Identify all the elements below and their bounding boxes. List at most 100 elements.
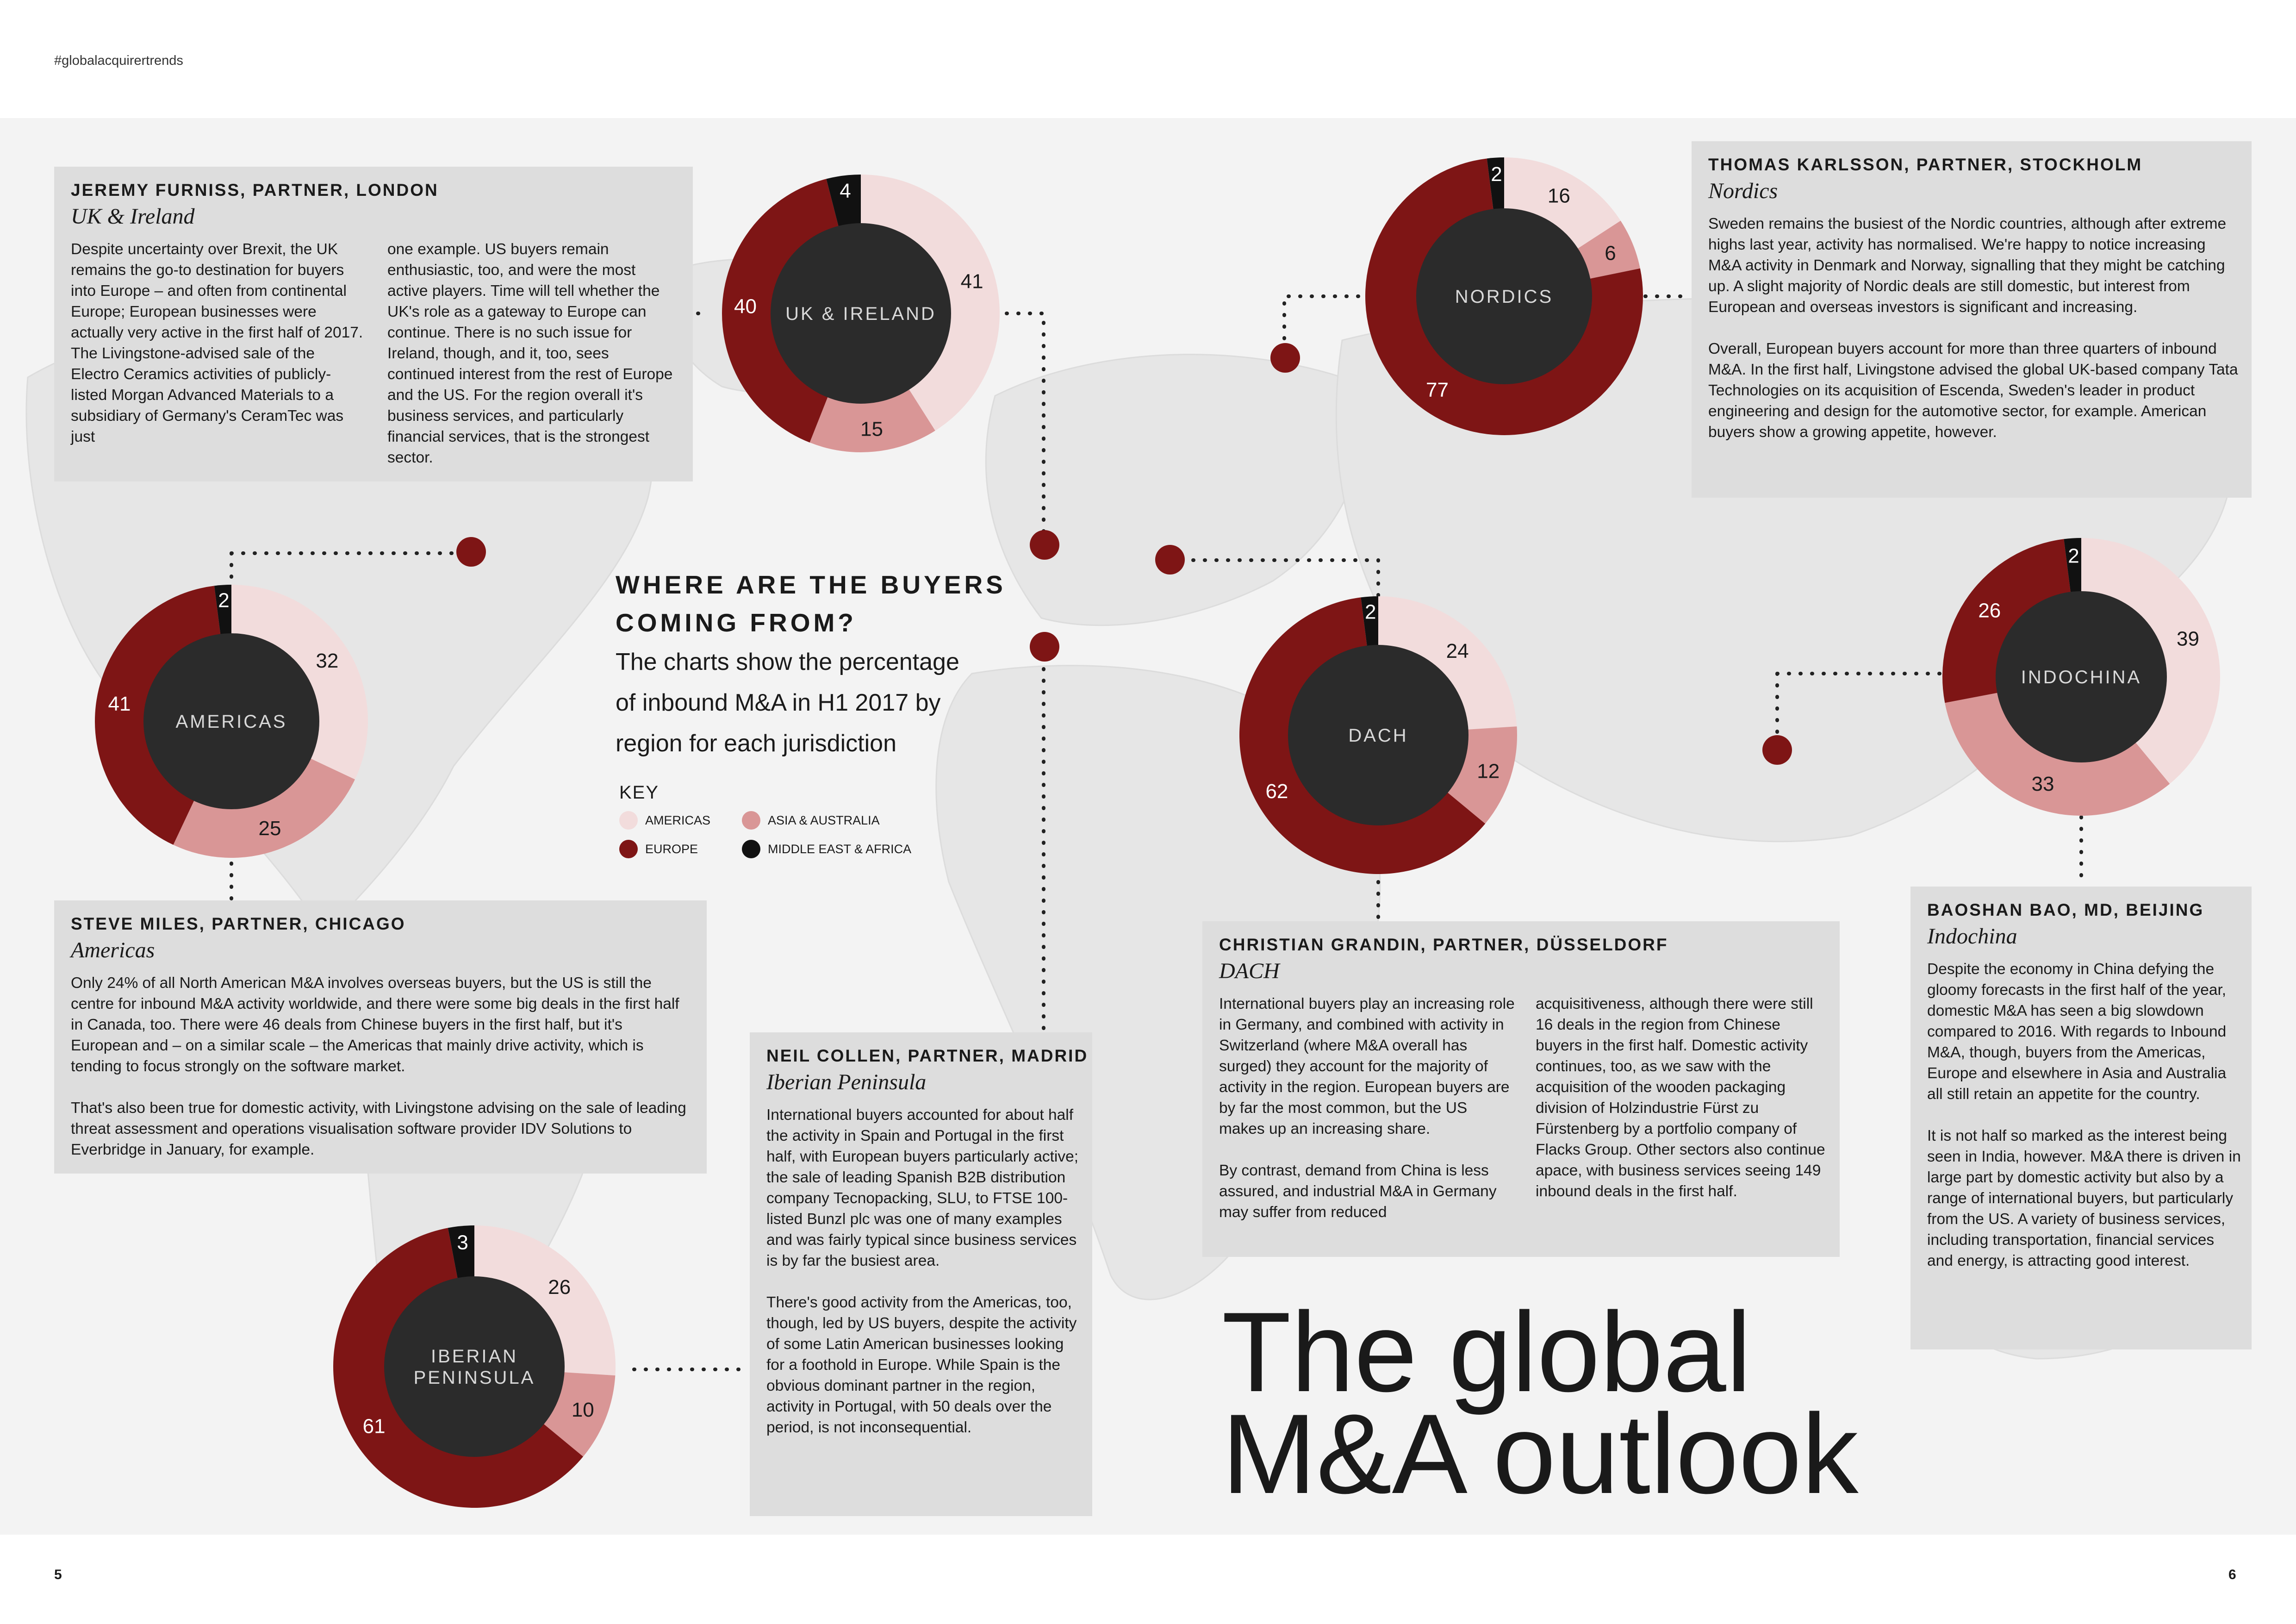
intro-subtitle-line2: of inbound M&A in H1 2017 by (616, 689, 941, 716)
region-americas: Americas (71, 938, 155, 962)
value-label-asia-australia: 10 (572, 1399, 594, 1421)
value-label-middle-east-africa: 2 (1365, 600, 1376, 623)
author-indochina: BAOSHAN BAO, MD, BEIJING (1927, 900, 2204, 919)
donut-center (1288, 645, 1468, 825)
text-uk-col1: Despite uncertainty over Brexit, the UK … (71, 241, 363, 445)
author-uk: JEREMY FURNISS, PARTNER, LONDON (71, 181, 439, 200)
value-label-americas: 41 (961, 270, 983, 293)
page-number-left: 5 (54, 1567, 62, 1582)
value-label-middle-east-africa: 2 (218, 589, 229, 612)
intro-heading-line2: COMING FROM? (616, 608, 857, 637)
value-label-europe: 61 (363, 1415, 386, 1438)
legend-item-americas: AMERICAS (619, 811, 710, 830)
marker-uk (1030, 530, 1059, 560)
intro-heading-block: WHERE ARE THE BUYERS COMING FROM? The ch… (616, 566, 1032, 764)
legend-item-europe: EUROPE (619, 840, 698, 858)
page-title-line2: M&A outlook (1222, 1390, 1859, 1517)
value-label-europe: 62 (1265, 780, 1288, 803)
box-indochina: BAOSHAN BAO, MD, BEIJING Indochina Despi… (1910, 887, 2252, 1349)
donut-center (771, 223, 951, 404)
box-uk-ireland: JEREMY FURNISS, PARTNER, LONDON UK & Ire… (54, 167, 693, 481)
region-dach: DACH (1219, 959, 1280, 983)
donut-title: DACH (1348, 725, 1408, 746)
text-americas-p2: That's also been true for domestic activ… (71, 1099, 686, 1158)
legend-label-europe: EUROPE (645, 842, 698, 856)
marker-nordics (1270, 343, 1300, 373)
page-title-line1: The global (1222, 1288, 1752, 1415)
value-label-middle-east-africa: 4 (840, 180, 851, 202)
text-iberian-p2: There's good activity from the Americas,… (766, 1294, 1077, 1436)
text-americas-p1: Only 24% of all North American M&A invol… (71, 974, 679, 1075)
donut-title: UK & IRELAND (785, 304, 936, 324)
intro-heading-line1: WHERE ARE THE BUYERS (616, 570, 1006, 599)
donut-center (143, 633, 319, 809)
legend-swatch-americas (619, 811, 638, 830)
value-label-middle-east-africa: 2 (1491, 163, 1502, 186)
hashtag: #globalacquirertrends (54, 53, 183, 68)
donut-indochina: 39 33 26 2 INDOCHINA (1942, 538, 2220, 816)
donut-americas: 32 25 41 2 AMERICAS (95, 585, 368, 858)
legend-label-asia: ASIA & AUSTRALIA (768, 813, 880, 827)
text-indochina-p2: It is not half so marked as the interest… (1927, 1127, 2241, 1269)
connector-indochina (1775, 672, 2083, 888)
text-dach-c1p2: By contrast, demand from China is less a… (1219, 1162, 1497, 1221)
text-dach-col1: International buyers play an increasing … (1219, 993, 1515, 1223)
value-label-americas: 32 (316, 650, 338, 672)
box-iberian-peninsula: NEIL COLLEN, PARTNER, MADRID Iberian Pen… (750, 1032, 1092, 1516)
donut-nordics: 16 6 77 2 NORDICS (1365, 157, 1643, 435)
text-nordics-p2: Overall, European buyers account for mor… (1708, 340, 2238, 441)
donut-title: AMERICAS (176, 712, 287, 732)
value-label-asia-australia: 12 (1477, 760, 1500, 783)
legend-label-americas: AMERICAS (645, 813, 711, 827)
donut-title: NORDICS (1455, 287, 1553, 307)
intro-subtitle-line3: region for each jurisdiction (616, 730, 896, 757)
legend-title: KEY (619, 782, 660, 803)
legend-item-asia: ASIA & AUSTRALIA (742, 811, 880, 830)
donut-title: INDOCHINA (2021, 667, 2141, 687)
connector-nordics (1282, 294, 1686, 354)
marker-dach (1155, 545, 1185, 575)
donut-uk-ireland: 41 15 40 4 UK & IRELAND (722, 175, 1000, 452)
donut-center (384, 1276, 565, 1457)
text-indochina-p1: Despite the economy in China defying the… (1927, 961, 2227, 1103)
location-markers (456, 343, 1792, 765)
value-label-middle-east-africa: 3 (457, 1231, 468, 1254)
box-americas: STEVE MILES, PARTNER, CHICAGO Americas O… (54, 900, 707, 1174)
donut-title: PENINSULA (414, 1368, 535, 1388)
text-dach-c1p1: International buyers play an increasing … (1219, 995, 1515, 1137)
donut-title: IBERIAN (431, 1346, 518, 1367)
marker-americas (456, 537, 486, 567)
donut-center (1416, 208, 1592, 384)
legend-swatch-asia (742, 811, 760, 830)
region-indochina: Indochina (1927, 924, 2017, 949)
author-iberian: NEIL COLLEN, PARTNER, MADRID (766, 1046, 1089, 1065)
text-nordics-p1: Sweden remains the busiest of the Nordic… (1708, 215, 2227, 316)
legend-item-mea: MIDDLE EAST & AFRICA (742, 840, 911, 858)
marker-indochina (1762, 735, 1792, 765)
box-nordics: THOMAS KARLSSON, PARTNER, STOCKHOLM Nord… (1692, 141, 2252, 498)
page-number-right: 6 (2228, 1567, 2236, 1582)
region-nordics: Nordics (1708, 179, 1778, 203)
value-label-asia-australia: 25 (259, 817, 281, 840)
connector-uk (696, 312, 1045, 546)
value-label-americas: 16 (1548, 184, 1570, 207)
donut-center (1996, 591, 2167, 762)
text-nordics: Sweden remains the busiest of the Nordic… (1708, 213, 2240, 443)
value-label-americas: 26 (548, 1276, 571, 1299)
text-iberian-p1: International buyers accounted for about… (766, 1106, 1079, 1269)
text-americas: Only 24% of all North American M&A invol… (71, 973, 693, 1160)
marker-iberian (1030, 632, 1059, 662)
intro-subtitle-line1: The charts show the percentage (616, 649, 959, 675)
value-label-middle-east-africa: 2 (2068, 544, 2079, 567)
author-nordics: THOMAS KARLSSON, PARTNER, STOCKHOLM (1708, 155, 2143, 174)
legend-swatch-europe (619, 840, 638, 858)
text-uk-col2: one example. US buyers remain enthusiast… (387, 241, 673, 466)
value-label-asia-australia: 15 (860, 418, 883, 440)
region-uk: UK & Ireland (71, 204, 195, 229)
value-label-europe: 77 (1426, 379, 1449, 401)
legend-label-mea: MIDDLE EAST & AFRICA (768, 842, 912, 856)
value-label-asia-australia: 6 (1605, 242, 1616, 264)
legend: KEY AMERICAS ASIA & AUSTRALIA EUROPE MID… (619, 782, 952, 858)
